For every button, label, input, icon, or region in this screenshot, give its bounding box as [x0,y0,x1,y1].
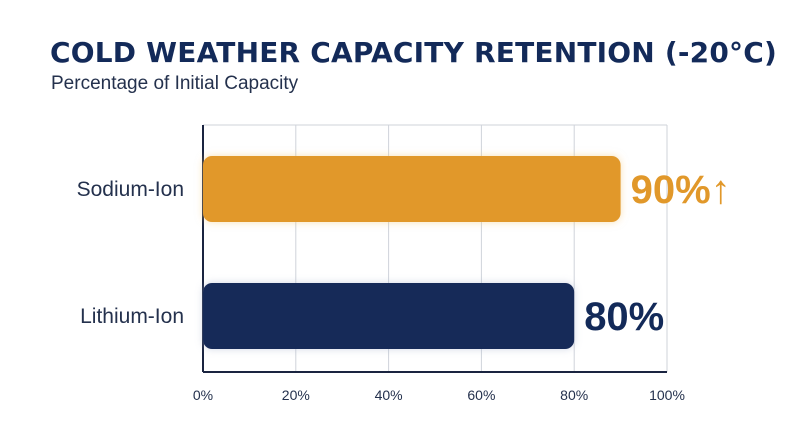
x-tick-label: 80% [560,387,588,403]
x-tick-label: 0% [193,387,213,403]
bar-sodium-ion [203,156,621,222]
chart-title: COLD WEATHER CAPACITY RETENTION (-20°C) [50,36,777,69]
bars [203,156,621,349]
x-tick-label: 20% [282,387,310,403]
category-label: Sodium-Ion [77,178,184,201]
chart-subtitle: Percentage of Initial Capacity [51,73,299,94]
labels: 0% 20% 40% 60% 80% 100% Sodium-Ion 90%↑ Lithium-… [77,168,731,403]
bar-lithium-ion [203,283,575,349]
x-tick-label: 100% [649,387,685,403]
category-label: Lithium-Ion [80,305,184,328]
x-tick-label: 60% [467,387,495,403]
value-label: 90%↑ [631,168,731,212]
value-label: 80% [584,295,664,339]
x-tick-label: 40% [375,387,403,403]
